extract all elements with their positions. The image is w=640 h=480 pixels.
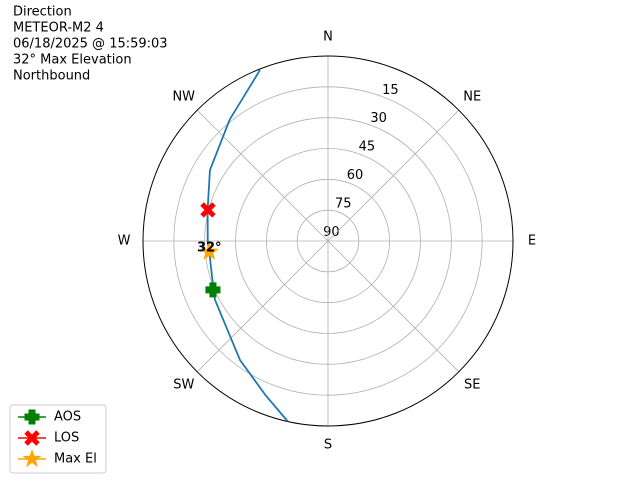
r-tick-label: 90	[323, 225, 340, 240]
theta-tick-label: W	[118, 234, 131, 249]
grid-spoke	[196, 109, 329, 242]
theta-tick-label: N	[323, 30, 333, 45]
theta-tick-label: NW	[172, 89, 195, 104]
los-marker	[200, 202, 216, 218]
title-line: METEOR-M2 4	[13, 21, 104, 36]
theta-tick-label: E	[528, 234, 536, 249]
r-tick-label: 45	[359, 140, 376, 155]
legend-marker	[24, 409, 40, 425]
theta-tick-label: SE	[464, 378, 480, 393]
title-line: Northbound	[13, 69, 90, 84]
legend-label: AOS	[54, 410, 81, 425]
grid-spoke	[327, 240, 460, 373]
aos-marker	[205, 282, 221, 298]
grid-spoke	[327, 109, 460, 242]
r-tick-label: 15	[382, 83, 399, 98]
legend-marker	[24, 430, 40, 446]
legend-label: Max El	[54, 452, 97, 467]
grid-spoke	[196, 240, 329, 373]
title-line: Direction	[13, 5, 72, 20]
max-el-marker	[199, 241, 219, 260]
theta-tick-label: SW	[173, 378, 194, 393]
theta-tick-label: NE	[463, 89, 481, 104]
r-tick-label: 60	[347, 168, 364, 183]
r-tick-label: 30	[370, 111, 387, 126]
r-tick-label: 75	[335, 197, 352, 212]
annotation: 32°	[197, 240, 222, 255]
legend: AOS LOS Max El	[9, 404, 107, 474]
title-line: 06/18/2025 @ 15:59:03	[13, 37, 168, 52]
polar-frame	[142, 55, 514, 427]
theta-tick-label: S	[324, 438, 332, 453]
legend-marker	[22, 448, 42, 468]
title-line: 32° Max Elevation	[13, 53, 132, 68]
legend-label: LOS	[54, 431, 79, 446]
